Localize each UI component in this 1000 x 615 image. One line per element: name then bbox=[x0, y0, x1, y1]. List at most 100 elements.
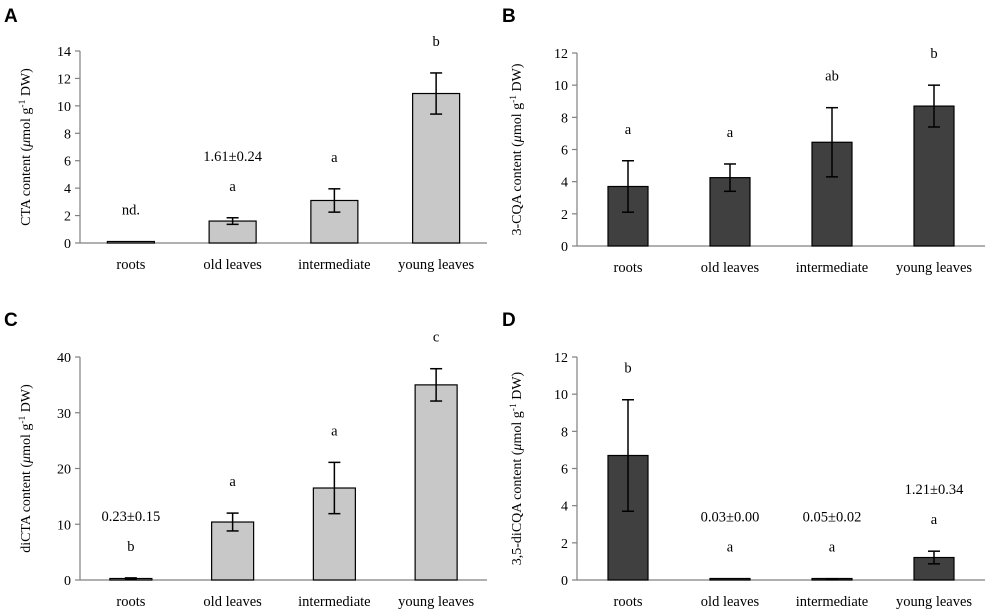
y-tick-label: 10 bbox=[57, 518, 71, 533]
y-axis-label-part: mol g bbox=[19, 424, 34, 456]
x-tick-label: roots bbox=[116, 257, 145, 273]
y-axis-label-part: -1 bbox=[18, 415, 28, 423]
significance-letter: a bbox=[331, 423, 338, 439]
y-axis-label-part: -1 bbox=[509, 95, 519, 103]
y-axis-label-part: μ bbox=[19, 140, 34, 148]
significance-letter: a bbox=[727, 125, 734, 141]
significance-letter: nd. bbox=[122, 203, 140, 219]
x-tick-label: young leaves bbox=[398, 594, 474, 610]
value-label: 0.23±0.15 bbox=[102, 509, 161, 525]
y-axis-label-part: diCTA content ( bbox=[19, 463, 34, 553]
y-axis-label-part: DW) bbox=[510, 63, 525, 95]
y-tick-label: 2 bbox=[64, 210, 71, 225]
y-axis-label-part: mol g bbox=[19, 108, 34, 140]
y-axis-label-part: DW) bbox=[510, 371, 525, 403]
y-tick-label: 2 bbox=[561, 208, 568, 223]
bar-roots bbox=[607, 454, 649, 581]
panel-letter: B bbox=[502, 6, 516, 27]
y-axis-label-part: 3,5-diCQA content ( bbox=[510, 450, 525, 565]
y-axis-label-part: 3-CQA content ( bbox=[510, 142, 525, 236]
panel-letter: C bbox=[4, 310, 18, 331]
y-tick-label: 8 bbox=[561, 425, 568, 440]
x-tick-label: young leaves bbox=[398, 257, 474, 273]
bar-roots bbox=[106, 240, 155, 244]
y-tick-label: 40 bbox=[57, 351, 71, 366]
y-tick-label: 0 bbox=[64, 574, 71, 589]
y-axis-label-part: mol g bbox=[510, 103, 525, 135]
value-label: 0.03±0.00 bbox=[701, 510, 760, 526]
significance-letter: b bbox=[433, 34, 440, 50]
panel-letter: A bbox=[4, 6, 18, 27]
bar-old-leaves bbox=[709, 577, 751, 581]
y-tick-label: 8 bbox=[64, 127, 71, 142]
chart-panel-a: A 0 2 4 6 8 10 12 14 CTA content (μmol g-1 DW) roo… bbox=[4, 6, 487, 273]
significance-letter: c bbox=[433, 330, 439, 346]
value-label: 1.21±0.34 bbox=[905, 482, 964, 498]
y-axis-label: CTA content (μmol g-1 DW) bbox=[18, 68, 34, 226]
y-tick-label: 0 bbox=[561, 240, 568, 255]
significance-letter: b bbox=[127, 539, 134, 555]
y-axis-label: 3,5-diCQA content (μmol g-1 DW) bbox=[509, 371, 525, 565]
y-tick-label: 12 bbox=[57, 72, 71, 87]
x-tick-label: old leaves bbox=[203, 594, 262, 610]
y-tick-label: 20 bbox=[57, 463, 71, 478]
y-axis-label-part: -1 bbox=[509, 403, 519, 411]
y-axis-label-part: mol g bbox=[510, 411, 525, 443]
y-tick-label: 2 bbox=[561, 537, 568, 552]
y-tick-label: 12 bbox=[554, 351, 568, 366]
y-tick-label: 10 bbox=[554, 79, 568, 94]
bar-young-leaves bbox=[414, 384, 458, 581]
x-tick-label: intermediate bbox=[298, 594, 370, 610]
y-tick-label: 12 bbox=[554, 47, 568, 62]
x-tick-label: old leaves bbox=[203, 257, 262, 273]
y-axis-label-part: μ bbox=[19, 456, 34, 464]
y-tick-label: 6 bbox=[561, 144, 568, 159]
y-tick-label: 10 bbox=[554, 388, 568, 403]
x-tick-label: young leaves bbox=[896, 260, 972, 276]
value-label: 1.61±0.24 bbox=[203, 149, 262, 165]
x-tick-label: intermediate bbox=[796, 594, 868, 610]
value-label: 0.05±0.02 bbox=[803, 510, 862, 526]
bar-young-leaves bbox=[913, 105, 955, 247]
significance-letter: ab bbox=[825, 69, 839, 85]
y-axis-label-part: DW) bbox=[19, 384, 34, 416]
panel-letter: D bbox=[502, 310, 516, 331]
y-tick-label: 14 bbox=[57, 45, 71, 60]
significance-letter: b bbox=[930, 46, 937, 62]
x-tick-label: old leaves bbox=[701, 260, 760, 276]
chart-panel-d: D 0 2 4 6 8 10 12 3,5-diCQA content (μmol g-1 DW… bbox=[502, 310, 985, 610]
y-axis-label-part: μ bbox=[510, 443, 525, 451]
x-tick-label: young leaves bbox=[896, 594, 972, 610]
y-tick-label: 4 bbox=[561, 176, 568, 191]
y-axis-label-part: CTA content ( bbox=[19, 147, 34, 226]
y-tick-label: 0 bbox=[64, 237, 71, 252]
significance-letter: a bbox=[829, 540, 836, 556]
chart-panel-b: B 0 2 4 6 8 10 12 3-CQA content (μmol g-1 DW) roo… bbox=[502, 6, 985, 276]
y-axis-label: diCTA content (μmol g-1 DW) bbox=[18, 384, 34, 553]
y-axis-label-part: DW) bbox=[19, 68, 34, 100]
significance-letter: a bbox=[727, 540, 734, 556]
x-tick-label: intermediate bbox=[298, 257, 370, 273]
x-tick-label: roots bbox=[614, 260, 643, 276]
y-tick-label: 6 bbox=[64, 155, 71, 170]
significance-letter: a bbox=[931, 512, 938, 528]
significance-letter: a bbox=[229, 474, 236, 490]
significance-letter: a bbox=[625, 122, 632, 138]
chart-panel-c: C 0 10 20 30 40 diCTA content (μmol g-1 DW) roo… bbox=[4, 310, 487, 610]
x-tick-label: old leaves bbox=[701, 594, 760, 610]
y-tick-label: 4 bbox=[64, 182, 71, 197]
significance-letter: b bbox=[624, 361, 631, 377]
y-tick-label: 0 bbox=[561, 574, 568, 589]
y-tick-label: 30 bbox=[57, 407, 71, 422]
x-tick-label: roots bbox=[116, 594, 145, 610]
x-tick-label: intermediate bbox=[796, 260, 868, 276]
y-tick-label: 10 bbox=[57, 100, 71, 115]
y-axis-label-part: -1 bbox=[18, 99, 28, 107]
significance-letter: a bbox=[229, 179, 236, 195]
y-axis-label: 3-CQA content (μmol g-1 DW) bbox=[509, 63, 525, 235]
bar-young-leaves bbox=[412, 92, 461, 244]
y-tick-label: 6 bbox=[561, 463, 568, 478]
y-tick-label: 4 bbox=[561, 500, 568, 515]
x-tick-label: roots bbox=[614, 594, 643, 610]
